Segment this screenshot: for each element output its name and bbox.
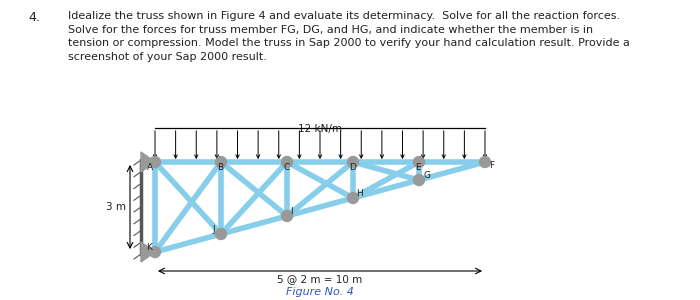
Text: C: C (283, 164, 289, 172)
Circle shape (216, 157, 227, 167)
Circle shape (414, 157, 424, 167)
Text: I: I (290, 206, 293, 215)
Circle shape (281, 157, 293, 167)
Circle shape (281, 211, 293, 221)
Text: D: D (349, 164, 356, 172)
Text: K: K (146, 244, 152, 253)
Circle shape (480, 157, 491, 167)
Text: 12 kN/m: 12 kN/m (298, 124, 342, 134)
Text: 5 @ 2 m = 10 m: 5 @ 2 m = 10 m (277, 274, 363, 284)
Text: G: G (424, 172, 431, 181)
Polygon shape (141, 242, 155, 262)
Text: H: H (356, 188, 363, 197)
Text: J: J (212, 224, 215, 233)
Text: A: A (147, 164, 153, 172)
Circle shape (150, 157, 160, 167)
Circle shape (414, 175, 424, 185)
Circle shape (216, 229, 227, 239)
Text: screenshot of your Sap 2000 result.: screenshot of your Sap 2000 result. (68, 52, 267, 61)
Text: tension or compression. Model the truss in Sap 2000 to verify your hand calculat: tension or compression. Model the truss … (68, 38, 630, 48)
Text: 4.: 4. (28, 11, 40, 24)
Circle shape (150, 247, 160, 257)
Circle shape (347, 193, 358, 203)
Text: Solve for the forces for truss member FG, DG, and HG, and indicate whether the m: Solve for the forces for truss member FG… (68, 25, 593, 34)
Text: 3 m: 3 m (106, 202, 126, 212)
Text: Idealize the truss shown in Figure 4 and evaluate its determinacy.  Solve for al: Idealize the truss shown in Figure 4 and… (68, 11, 620, 21)
Polygon shape (141, 152, 155, 172)
Text: E: E (415, 164, 421, 172)
Text: F: F (489, 160, 494, 169)
Text: Figure No. 4: Figure No. 4 (286, 287, 354, 297)
Circle shape (347, 157, 358, 167)
Text: B: B (217, 164, 223, 172)
